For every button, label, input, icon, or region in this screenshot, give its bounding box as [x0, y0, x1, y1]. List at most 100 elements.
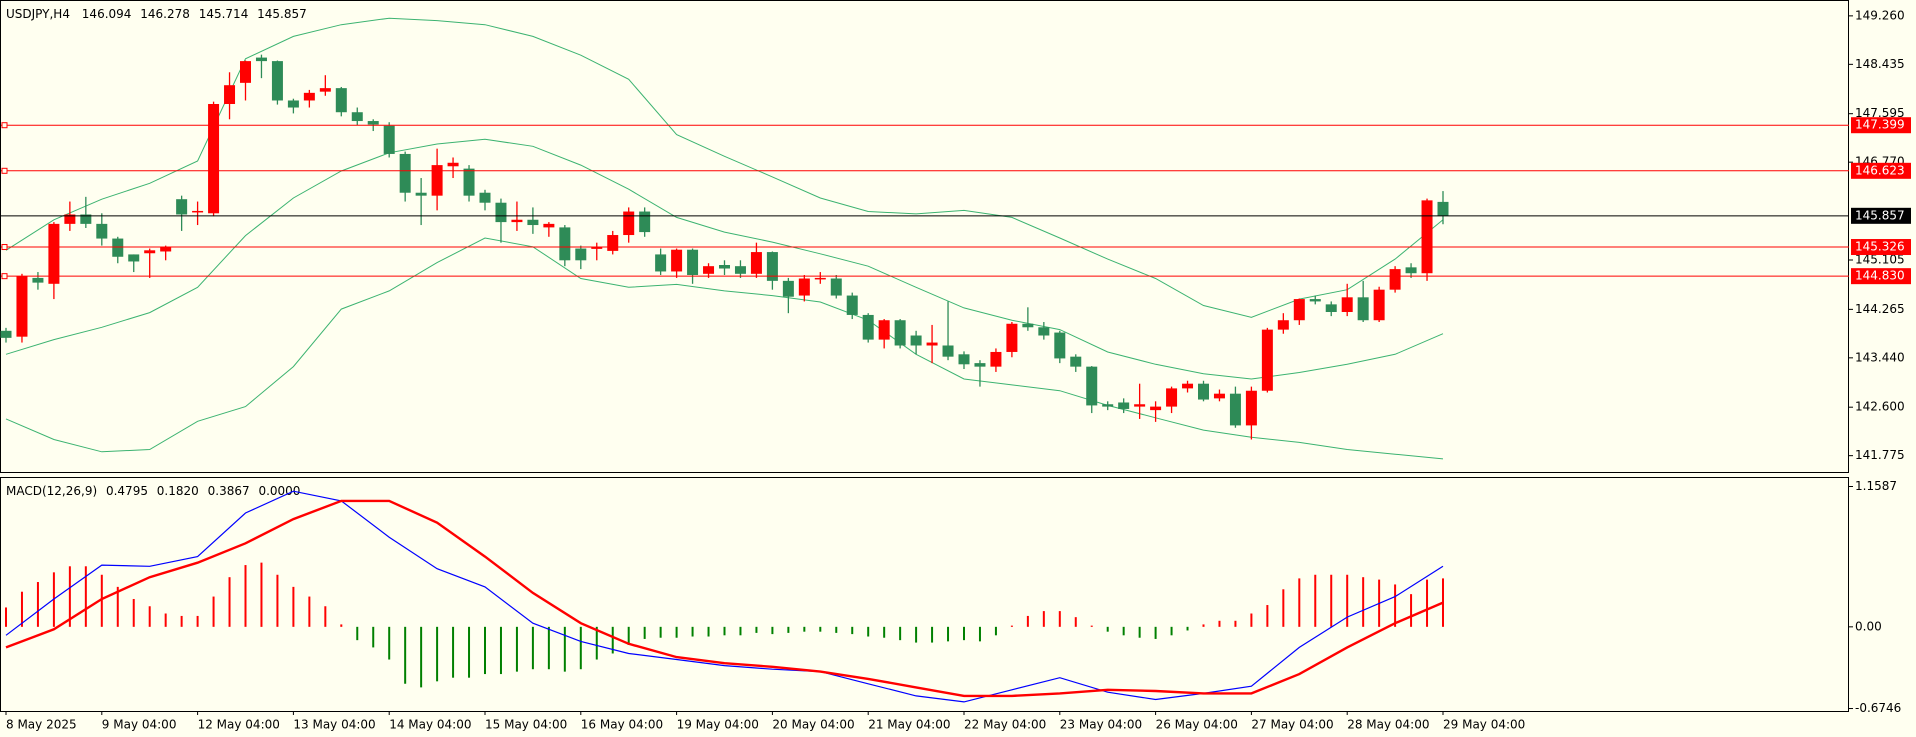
candle-body: [1086, 366, 1098, 406]
macd-title: MACD(12,26,9): [6, 484, 97, 498]
macd-readout: 0.3867: [208, 484, 250, 498]
y-tick-label: 147.595: [1855, 106, 1905, 120]
candle-body: [926, 342, 938, 346]
y-tick-label: 148.435: [1855, 57, 1905, 71]
x-tick-label: 13 May 04:00: [293, 718, 375, 732]
candle-body: [1166, 388, 1178, 407]
candle-body: [559, 227, 571, 261]
y-tick-label: 144.265: [1855, 302, 1905, 316]
x-tick-label: 8 May 2025: [6, 718, 77, 732]
y-tick-label: 1.1587: [1855, 479, 1897, 493]
current-price-label: 145.857: [1855, 208, 1905, 222]
y-tick-label: 143.440: [1855, 350, 1905, 364]
level-label: 147.399: [1855, 118, 1905, 132]
header-open: 146.094: [82, 7, 132, 21]
candle-body: [431, 165, 443, 196]
header-high: 146.278: [140, 7, 190, 21]
candle-body: [240, 61, 251, 83]
candle-body: [367, 121, 379, 125]
x-tick-label: 21 May 04:00: [868, 718, 950, 732]
x-tick-label: 23 May 04:00: [1060, 718, 1142, 732]
x-tick-label: 26 May 04:00: [1156, 718, 1238, 732]
level-label-box: [1851, 268, 1911, 285]
candle-body: [527, 219, 539, 226]
candle-body: [112, 238, 124, 257]
candle-body: [623, 211, 635, 236]
bollinger-band: [5, 17, 1444, 318]
level-label: 145.326: [1855, 240, 1905, 254]
candle-body: [1150, 406, 1162, 411]
level-label: 144.830: [1855, 269, 1905, 283]
candle-body: [1134, 404, 1146, 407]
candle-body: [208, 104, 220, 214]
candle-body: [1054, 332, 1066, 359]
candle-body: [878, 320, 890, 340]
candle-body: [511, 219, 523, 223]
candle-body: [1277, 320, 1289, 330]
candle-body: [1261, 329, 1273, 391]
x-tick-label: 22 May 04:00: [964, 718, 1046, 732]
candle-body: [798, 278, 810, 296]
level-label-box: [1851, 162, 1911, 179]
x-tick-label: 19 May 04:00: [677, 718, 759, 732]
candle-body: [224, 85, 236, 105]
candle-body: [591, 247, 603, 249]
candle-body: [1245, 390, 1257, 426]
y-tick-label: 145.105: [1855, 253, 1905, 267]
candle-body: [1373, 289, 1385, 321]
candle-body: [1357, 297, 1369, 321]
candle-body: [734, 266, 746, 274]
candle-body: [1022, 323, 1034, 328]
candle-body: [160, 247, 172, 252]
candle-body: [1213, 393, 1225, 399]
candle-body: [607, 235, 619, 251]
candle-body: [687, 249, 699, 275]
candle-body: [846, 295, 858, 315]
candle-body: [463, 168, 475, 196]
bollinger-band: [5, 237, 1444, 460]
candle-body: [176, 199, 188, 215]
candle-body: [862, 314, 874, 340]
y-tick-label: 142.600: [1855, 400, 1905, 414]
symbol-title: USDJPY,H4: [6, 7, 70, 21]
candle-body: [48, 223, 60, 284]
candle-body: [415, 192, 427, 196]
candle-body: [1198, 383, 1209, 400]
candle-body: [1309, 299, 1321, 302]
candle-body: [1070, 356, 1082, 367]
candle-body: [335, 88, 347, 113]
candle-body: [543, 223, 555, 228]
candle-body: [639, 211, 651, 233]
main-panel-frame: [0, 0, 1849, 473]
candle-body: [495, 202, 507, 223]
header-close: 145.857: [257, 7, 307, 21]
level-anchor: [1, 244, 8, 251]
candle-body: [655, 254, 667, 272]
x-tick-label: 15 May 04:00: [485, 718, 567, 732]
candle-body: [303, 92, 315, 101]
candle-body: [96, 223, 108, 239]
candle-body: [1182, 383, 1194, 389]
candle-body: [128, 254, 140, 262]
candle-body: [750, 252, 762, 274]
bollinger-band: [5, 138, 1444, 380]
level-label-box: [1851, 117, 1911, 134]
candle-body: [1038, 327, 1050, 336]
candle-body: [766, 252, 778, 281]
x-tick-label: 14 May 04:00: [389, 718, 471, 732]
level-anchor: [1, 273, 8, 280]
price-header: USDJPY,H4 146.094 146.278 145.714 145.85…: [6, 7, 307, 21]
candle-body: [830, 278, 842, 296]
candle-body: [319, 88, 331, 92]
candle-body: [1102, 404, 1114, 407]
level-anchor: [1, 167, 8, 174]
candle-body: [958, 354, 970, 365]
x-tick-label: 27 May 04:00: [1251, 718, 1333, 732]
candle-body: [974, 363, 986, 367]
level-label: 146.623: [1855, 163, 1905, 177]
candle-body: [32, 277, 44, 283]
candle-body: [287, 100, 299, 108]
candle-body: [447, 162, 459, 167]
